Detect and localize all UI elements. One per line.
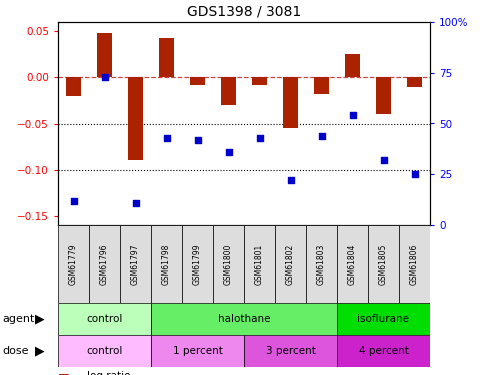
Text: GSM61796: GSM61796 <box>100 243 109 285</box>
Text: GSM61797: GSM61797 <box>131 243 140 285</box>
Bar <box>314 77 329 94</box>
Bar <box>128 77 143 160</box>
FancyBboxPatch shape <box>58 335 151 367</box>
Text: log ratio: log ratio <box>87 371 130 375</box>
Text: GSM61802: GSM61802 <box>286 243 295 285</box>
Text: ■: ■ <box>58 371 70 375</box>
Bar <box>66 77 81 96</box>
Point <box>70 198 77 204</box>
FancyBboxPatch shape <box>151 303 337 335</box>
FancyBboxPatch shape <box>337 303 430 335</box>
FancyBboxPatch shape <box>306 225 337 303</box>
Bar <box>376 77 391 114</box>
Bar <box>407 77 422 87</box>
Point <box>411 171 418 177</box>
Text: GSM61803: GSM61803 <box>317 243 326 285</box>
FancyBboxPatch shape <box>399 225 430 303</box>
Bar <box>345 54 360 77</box>
Text: GSM61805: GSM61805 <box>379 243 388 285</box>
Point <box>163 135 170 141</box>
Text: 4 percent: 4 percent <box>358 346 409 356</box>
Text: GSM61799: GSM61799 <box>193 243 202 285</box>
Text: 1 percent: 1 percent <box>172 346 223 356</box>
Bar <box>159 38 174 77</box>
FancyBboxPatch shape <box>151 225 182 303</box>
FancyBboxPatch shape <box>151 335 244 367</box>
FancyBboxPatch shape <box>244 335 337 367</box>
Text: ▶: ▶ <box>35 345 45 357</box>
Point <box>380 157 387 163</box>
Bar <box>252 77 267 85</box>
Point <box>132 200 140 206</box>
Bar <box>221 77 236 105</box>
Text: GSM61804: GSM61804 <box>348 243 357 285</box>
Text: isoflurane: isoflurane <box>357 314 410 324</box>
Bar <box>97 33 112 77</box>
FancyBboxPatch shape <box>368 225 399 303</box>
Text: halothane: halothane <box>218 314 270 324</box>
Text: agent: agent <box>2 314 35 324</box>
FancyBboxPatch shape <box>182 225 213 303</box>
Text: 3 percent: 3 percent <box>266 346 315 356</box>
Text: control: control <box>86 346 123 356</box>
Text: dose: dose <box>2 346 29 356</box>
Text: GSM61806: GSM61806 <box>410 243 419 285</box>
FancyBboxPatch shape <box>58 303 151 335</box>
Point <box>286 177 294 183</box>
Text: GSM61779: GSM61779 <box>69 243 78 285</box>
Point <box>194 137 201 143</box>
FancyBboxPatch shape <box>244 225 275 303</box>
FancyBboxPatch shape <box>337 225 368 303</box>
Text: GSM61801: GSM61801 <box>255 243 264 285</box>
Text: GDS1398 / 3081: GDS1398 / 3081 <box>187 4 301 18</box>
Point <box>100 74 108 80</box>
Bar <box>190 77 205 85</box>
Text: control: control <box>86 314 123 324</box>
Text: GSM61800: GSM61800 <box>224 243 233 285</box>
Bar <box>283 77 298 128</box>
FancyBboxPatch shape <box>120 225 151 303</box>
FancyBboxPatch shape <box>58 225 89 303</box>
Text: ▶: ▶ <box>35 312 45 326</box>
FancyBboxPatch shape <box>275 225 306 303</box>
FancyBboxPatch shape <box>213 225 244 303</box>
FancyBboxPatch shape <box>337 335 430 367</box>
Point <box>225 149 232 155</box>
Text: GSM61798: GSM61798 <box>162 243 171 285</box>
Point <box>256 135 263 141</box>
Point <box>349 112 356 118</box>
Point <box>318 133 326 139</box>
FancyBboxPatch shape <box>89 225 120 303</box>
